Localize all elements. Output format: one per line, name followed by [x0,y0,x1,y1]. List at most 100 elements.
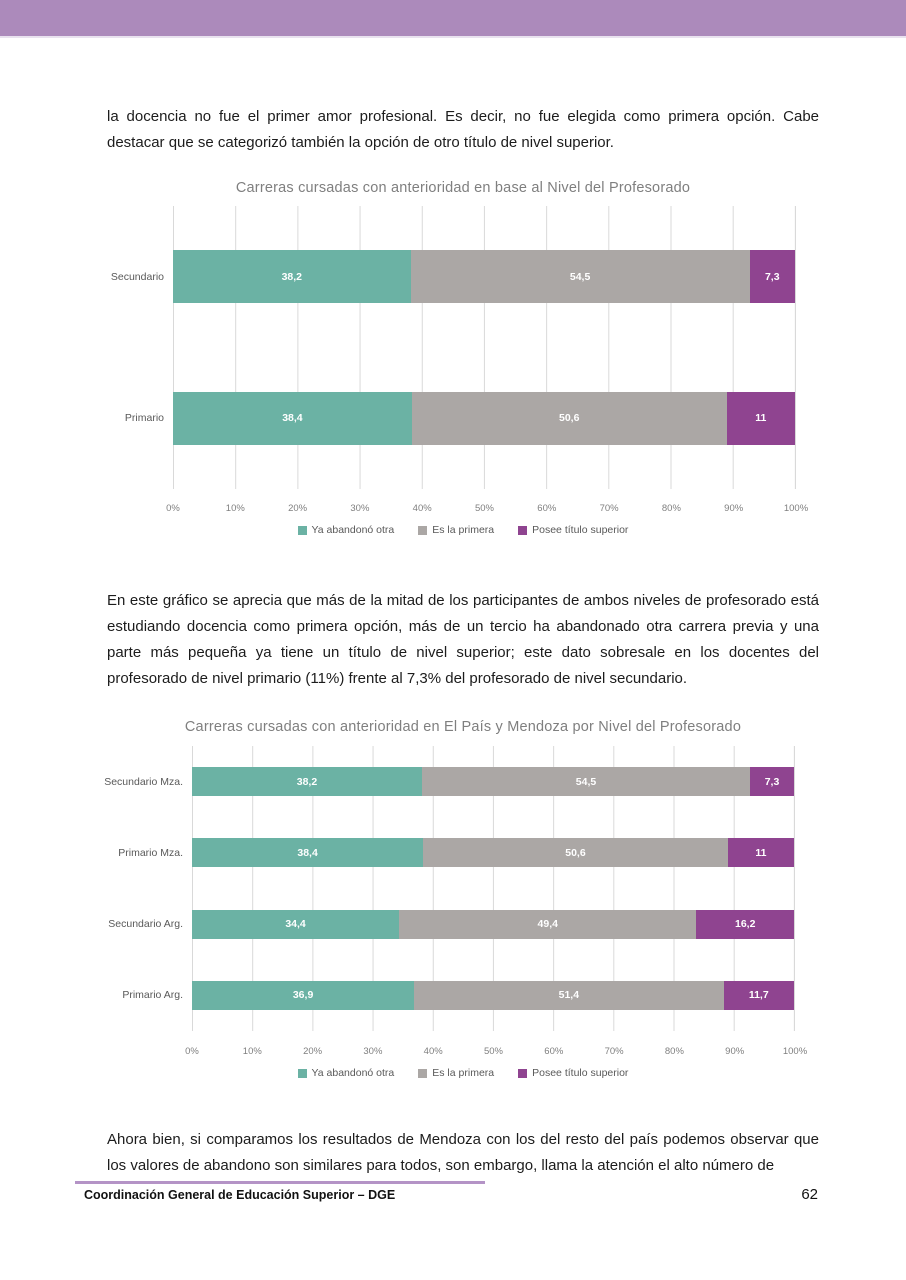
axis-tick-label: 100% [783,503,809,514]
chart-title: Carreras cursadas con anterioridad en ba… [235,180,691,196]
plot-area: 38,2 54,5 7,3 38,4 50,6 11 [173,206,796,489]
bar-segment: 50,6 [411,391,727,445]
axis-tick-label: 100% [782,1046,808,1057]
bar-segment: 36,9 [192,980,415,1010]
chart-row: 36,9 51,4 11,7 [192,960,794,1031]
legend-swatch [418,525,428,535]
category-label: Primario Arg. [122,989,183,1002]
legend-item: Es la primera [418,524,494,536]
axis-tick-label: 20% [303,1046,323,1057]
x-axis: 0% 10% 20% 30% 40% 50% 60% 70% 80% 90% 100% [166,503,808,517]
axis-tick-label: 60% [537,503,557,514]
axis-tick-label: 90% [725,1046,745,1057]
chart-legend: Ya abandonó otra Es la primera Posee títul… [107,522,819,538]
bar-segment: 50,6 [423,838,728,868]
bar-segment: 54,5 [421,767,751,797]
axis-tick-label: 70% [599,503,619,514]
legend-item: Posee título superior [518,1067,628,1079]
axis-tick-label: 70% [604,1046,624,1057]
category-labels: Secundario Mza. Primario Mza. Secundario A… [104,746,192,1031]
axis-tick-label: 50% [483,1046,504,1057]
paragraph-1: la docencia no fue el primer amor profes… [107,108,819,151]
bar-track: 38,2 54,5 7,3 [173,250,795,304]
chart-row: 38,4 50,6 11 [173,348,795,490]
category-label: Primario [124,412,164,425]
bar-segment: 34,4 [192,909,400,939]
bar-segment: 38,4 [192,838,424,868]
category-label: Primario Mza. [118,846,183,859]
chart-title: Carreras cursadas con anterioridad en El… [184,719,742,735]
header-band [0,0,906,38]
axis-spacer [107,499,173,517]
legend-label: Ya abandonó otra [311,524,395,536]
category-label: Secundario Mza. [104,775,183,788]
legend-label: Es la primera [432,524,495,536]
axis-tick-label: 80% [664,1046,684,1057]
bar-segment: 11 [726,391,795,445]
axis-tick-label: 40% [423,1046,443,1057]
footer-text: Coordinación General de Educación Superi… [84,1188,396,1202]
bar-track: 36,9 51,4 11,7 [192,980,794,1010]
bar-segment: 38,2 [173,250,411,304]
axis-tick-label: 40% [412,503,432,514]
stacked-bar-chart-2: Carreras cursadas con anterioridad en El… [104,719,819,1081]
chart-axis-wrap: 0% 10% 20% 30% 40% 50% 60% 70% 80% 90% 100% [107,1042,819,1060]
page-content: la docencia no fue el primer amor profes… [0,104,906,1179]
legend-item: Es la primera [418,1067,494,1079]
legend-swatch [518,525,528,535]
category-label: Secundario Arg. [108,918,183,931]
stacked-bar-chart-1: Carreras cursadas con anterioridad en ba… [107,180,819,538]
axis-tick-label: 10% [225,503,245,514]
axis-tick-label: 80% [661,503,681,514]
category-label: Secundario [110,270,164,283]
legend-label: Posee título superior [532,1067,629,1079]
legend-item: Ya abandonó otra [297,1067,395,1079]
bar-segment: 16,2 [696,909,794,939]
axis-tick-label: 50% [474,503,495,514]
bar-segment: 38,4 [173,391,412,445]
legend-swatch [297,1068,307,1078]
footer-rule [75,1181,485,1184]
legend-swatch [418,1068,428,1078]
chart-axis-wrap: 0% 10% 20% 30% 40% 50% 60% 70% 80% 90% 100% [107,499,819,517]
plot-area: 38,2 54,5 7,3 38,4 50,6 11 34,4 49,4 16,2 36,9 51,… [192,746,795,1031]
bar-track: 38,4 50,6 11 [192,838,794,868]
legend-swatch [518,1068,528,1078]
bar-track: 34,4 49,4 16,2 [192,909,794,939]
category-labels: Secundario Primario [107,206,173,489]
chart-plot: Secundario Primario 38,2 54,5 7,3 38,4 50,6 11 [107,206,819,489]
axis-tick-label: 90% [724,503,744,514]
legend-swatch [297,525,307,535]
axis-tick-label: 0% [185,1046,199,1057]
chart-row: 38,2 54,5 7,3 [192,746,794,817]
paragraph-3: Ahora bien, si comparamos los resultados… [107,1131,819,1174]
chart-row: 38,2 54,5 7,3 [173,206,795,348]
bar-segment: 51,4 [414,980,724,1010]
bar-segment: 7,3 [749,250,795,304]
bar-segment: 49,4 [399,909,697,939]
legend-label: Es la primera [432,1067,495,1079]
axis-tick-label: 30% [363,1046,383,1057]
chart-row: 38,4 50,6 11 [192,817,794,888]
bar-track: 38,2 54,5 7,3 [192,767,794,797]
legend-label: Posee título superior [532,524,629,536]
page-number: 62 [801,1186,818,1203]
bar-segment: 38,2 [192,767,422,797]
legend-label: Ya abandonó otra [311,1067,395,1079]
x-axis: 0% 10% 20% 30% 40% 50% 60% 70% 80% 90% 100% [185,1046,807,1060]
axis-spacer [107,1042,192,1060]
axis-tick-label: 20% [288,503,308,514]
bar-segment: 54,5 [410,250,750,304]
axis-tick-label: 0% [166,503,180,514]
chart-plot: Secundario Mza. Primario Mza. Secundario A… [104,746,819,1031]
bar-segment: 11,7 [723,980,794,1010]
axis-tick-label: 10% [242,1046,262,1057]
paragraph-2: En este gráfico se aprecia que más de la… [107,592,819,687]
bar-track: 38,4 50,6 11 [173,391,795,445]
bar-segment: 7,3 [750,767,794,797]
legend-item: Posee título superior [518,524,628,536]
legend-item: Ya abandonó otra [297,524,395,536]
chart-legend: Ya abandonó otra Es la primera Posee títul… [107,1065,819,1081]
axis-tick-label: 60% [544,1046,564,1057]
